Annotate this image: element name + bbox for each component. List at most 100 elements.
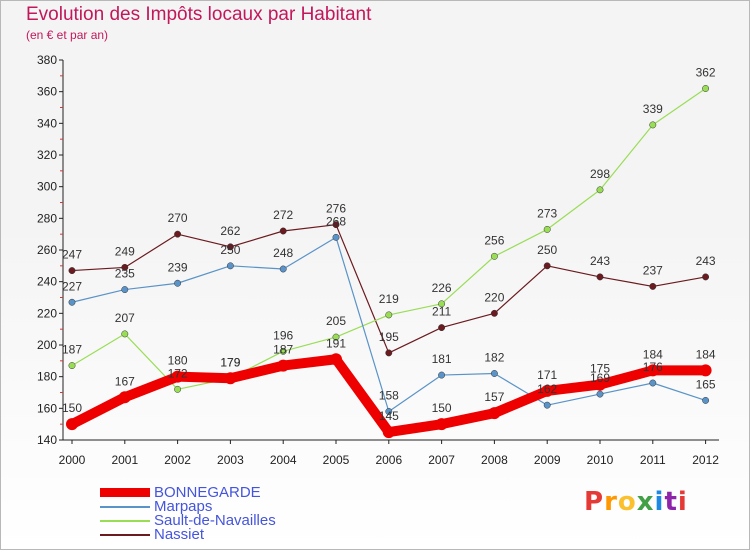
- data-point: [68, 362, 76, 370]
- data-label: 196: [273, 328, 293, 342]
- logo-letter: t: [664, 487, 678, 517]
- data-label: 145: [379, 409, 399, 423]
- y-tick-label: 200: [37, 338, 57, 352]
- data-label: 248: [273, 246, 293, 260]
- data-label: 219: [379, 292, 399, 306]
- y-tick-label: 260: [37, 243, 57, 257]
- data-label: 165: [696, 377, 716, 391]
- data-point: [174, 279, 182, 287]
- data-point: [543, 225, 551, 233]
- data-point: [385, 408, 393, 415]
- data-label: 179: [220, 355, 240, 369]
- data-label: 247: [62, 248, 82, 262]
- logo-letter: i: [677, 487, 688, 517]
- legend-swatch: [100, 506, 150, 508]
- chart-title: Evolution des Impôts locaux par Habitant: [26, 4, 372, 25]
- data-point: [226, 262, 234, 270]
- data-label: 175: [590, 362, 610, 376]
- x-tick-label: 2006: [375, 453, 402, 467]
- data-point: [174, 230, 182, 238]
- legend-label: Marpaps: [154, 498, 213, 515]
- legend-label: Nassiet: [154, 526, 205, 543]
- data-point: [332, 333, 340, 341]
- data-label: 158: [379, 389, 399, 403]
- y-tick-label: 360: [37, 85, 57, 99]
- data-point: [649, 121, 657, 129]
- data-point: [385, 311, 393, 319]
- data-point: [596, 273, 604, 281]
- data-point: [224, 372, 237, 385]
- data-label: 167: [115, 374, 135, 388]
- data-label: 184: [696, 347, 716, 361]
- data-point: [385, 349, 393, 357]
- data-point: [226, 243, 234, 251]
- data-label: 273: [537, 206, 557, 220]
- y-tick-label: 280: [37, 211, 57, 225]
- x-tick-label: 2009: [534, 453, 561, 467]
- data-point: [438, 371, 446, 379]
- data-point: [646, 364, 659, 377]
- data-point: [66, 418, 78, 431]
- legend-item: Marpaps: [100, 498, 360, 515]
- data-label: 268: [326, 214, 346, 228]
- data-label: 250: [220, 243, 240, 257]
- data-point: [68, 298, 76, 306]
- x-tick-label: 2005: [323, 453, 350, 467]
- legend-swatch: [100, 534, 150, 536]
- data-point: [121, 263, 129, 271]
- y-tick-label: 340: [37, 116, 57, 130]
- data-label: 180: [168, 354, 188, 368]
- data-point: [702, 273, 710, 281]
- data-label: 172: [168, 366, 188, 380]
- y-tick-label: 380: [37, 53, 57, 67]
- data-point: [279, 227, 287, 235]
- data-point: [649, 282, 657, 290]
- data-label: 205: [326, 314, 346, 328]
- x-tick-label: 2010: [587, 453, 614, 467]
- data-label: 207: [115, 311, 135, 325]
- legend-swatch: [100, 520, 150, 522]
- data-label: 150: [62, 401, 82, 415]
- data-label: 176: [643, 360, 663, 374]
- legend-item: Nassiet: [100, 526, 360, 543]
- data-point: [174, 385, 182, 393]
- legend-label: BONNEGARDE: [154, 484, 261, 501]
- logo-letter: i: [654, 487, 665, 517]
- data-point: [438, 300, 446, 308]
- x-tick-label: 2004: [270, 453, 297, 467]
- series-line-Sault-de-Navailles: [71, 87, 707, 390]
- data-label: 181: [432, 352, 452, 366]
- logo-letter: P: [584, 487, 605, 517]
- data-point: [277, 359, 290, 372]
- x-tick-label: 2008: [481, 453, 508, 467]
- data-point: [332, 221, 340, 229]
- logo-letter: x: [636, 487, 655, 517]
- data-point: [490, 309, 498, 317]
- data-label: 220: [484, 290, 504, 304]
- data-point: [279, 265, 287, 273]
- y-tick-label: 300: [37, 180, 57, 194]
- data-label: 276: [326, 202, 346, 216]
- data-point: [330, 353, 342, 366]
- data-point: [596, 390, 604, 398]
- data-label: 150: [432, 401, 452, 415]
- data-point: [121, 286, 129, 294]
- chart-subtitle: (en € et par an): [26, 28, 109, 42]
- proxiti-logo: Proxiti: [584, 487, 688, 517]
- legend-item: Sault-de-Navailles: [100, 512, 360, 529]
- data-label: 184: [643, 347, 663, 361]
- data-label: 182: [484, 351, 504, 365]
- data-point: [596, 186, 604, 194]
- data-label: 249: [115, 244, 135, 258]
- logo-letter: o: [617, 487, 637, 517]
- data-label: 157: [484, 390, 504, 404]
- data-label: 339: [643, 102, 663, 116]
- x-tick-label: 2001: [111, 453, 138, 467]
- y-tick-label: 220: [37, 306, 57, 320]
- data-label: 262: [220, 224, 240, 238]
- data-point: [649, 379, 657, 387]
- data-point: [279, 347, 287, 355]
- data-point: [541, 384, 554, 397]
- x-tick-label: 2002: [164, 453, 191, 467]
- logo-letter: r: [604, 487, 618, 517]
